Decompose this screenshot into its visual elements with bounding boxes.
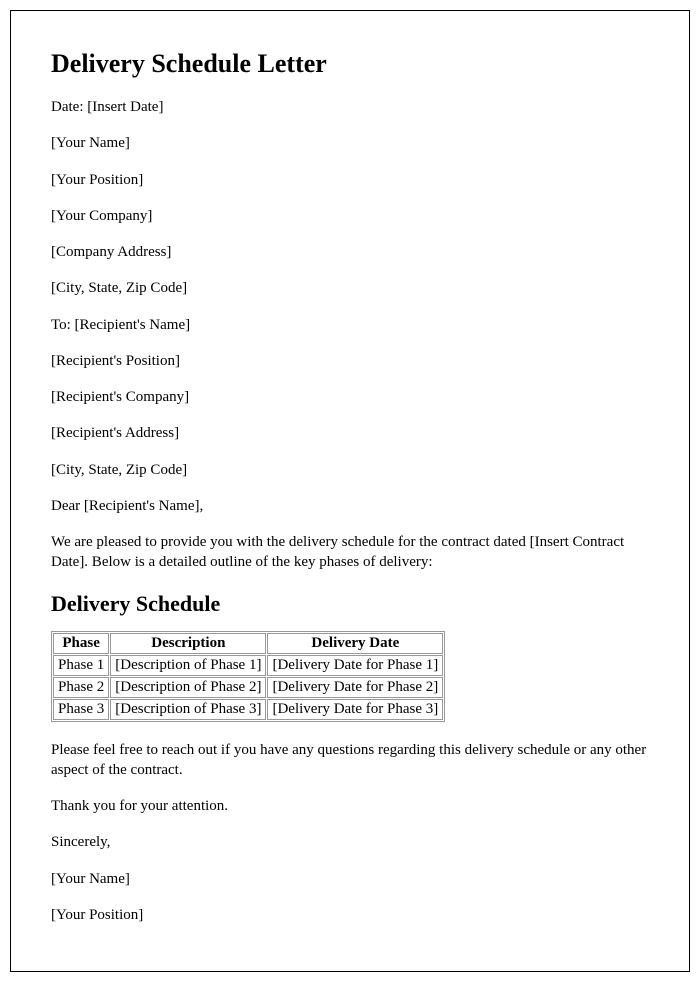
table-row: Phase 2 [Description of Phase 2] [Delive…	[53, 677, 443, 698]
signature-position: [Your Position]	[51, 905, 649, 925]
delivery-schedule-table: Phase Description Delivery Date Phase 1 …	[51, 631, 445, 722]
salutation: Dear [Recipient's Name],	[51, 496, 649, 516]
sender-company: [Your Company]	[51, 206, 649, 226]
col-delivery-date: Delivery Date	[267, 633, 443, 654]
page-title: Delivery Schedule Letter	[51, 49, 649, 79]
recipient-position: [Recipient's Position]	[51, 351, 649, 371]
recipient-to-line: To: [Recipient's Name]	[51, 315, 649, 335]
date-line: Date: [Insert Date]	[51, 97, 649, 117]
letter-page: Delivery Schedule Letter Date: [Insert D…	[10, 10, 690, 972]
signature-name: [Your Name]	[51, 869, 649, 889]
col-description: Description	[110, 633, 266, 654]
sender-address: [Company Address]	[51, 242, 649, 262]
signoff: Sincerely,	[51, 832, 649, 852]
table-row: Phase 1 [Description of Phase 1] [Delive…	[53, 655, 443, 676]
recipient-address: [Recipient's Address]	[51, 423, 649, 443]
intro-paragraph: We are pleased to provide you with the d…	[51, 532, 649, 573]
cell-date: [Delivery Date for Phase 2]	[267, 677, 443, 698]
cell-phase: Phase 1	[53, 655, 109, 676]
closing-paragraph: Please feel free to reach out if you hav…	[51, 740, 649, 781]
cell-date: [Delivery Date for Phase 1]	[267, 655, 443, 676]
recipient-company: [Recipient's Company]	[51, 387, 649, 407]
cell-phase: Phase 2	[53, 677, 109, 698]
sender-name: [Your Name]	[51, 133, 649, 153]
cell-phase: Phase 3	[53, 699, 109, 720]
col-phase: Phase	[53, 633, 109, 654]
sender-position: [Your Position]	[51, 170, 649, 190]
sender-city-state-zip: [City, State, Zip Code]	[51, 278, 649, 298]
cell-description: [Description of Phase 1]	[110, 655, 266, 676]
table-header-row: Phase Description Delivery Date	[53, 633, 443, 654]
schedule-heading: Delivery Schedule	[51, 591, 649, 617]
cell-date: [Delivery Date for Phase 3]	[267, 699, 443, 720]
thanks-line: Thank you for your attention.	[51, 796, 649, 816]
table-row: Phase 3 [Description of Phase 3] [Delive…	[53, 699, 443, 720]
cell-description: [Description of Phase 3]	[110, 699, 266, 720]
cell-description: [Description of Phase 2]	[110, 677, 266, 698]
recipient-city-state-zip: [City, State, Zip Code]	[51, 460, 649, 480]
